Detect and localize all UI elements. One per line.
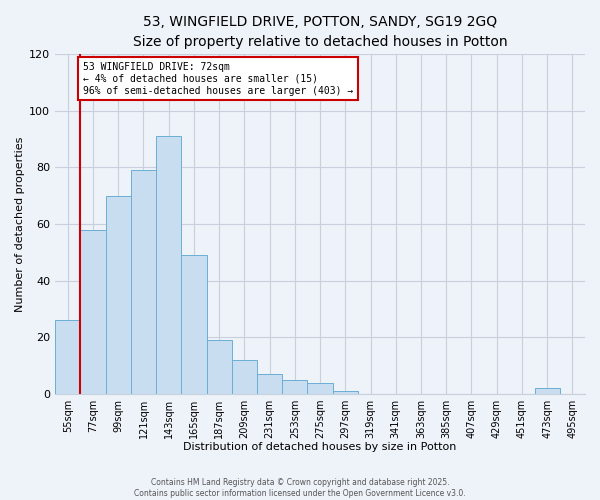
Bar bbox=[106, 196, 131, 394]
Bar bbox=[307, 382, 332, 394]
Title: 53, WINGFIELD DRIVE, POTTON, SANDY, SG19 2GQ
Size of property relative to detach: 53, WINGFIELD DRIVE, POTTON, SANDY, SG19… bbox=[133, 15, 508, 48]
X-axis label: Distribution of detached houses by size in Potton: Distribution of detached houses by size … bbox=[184, 442, 457, 452]
Text: 53 WINGFIELD DRIVE: 72sqm
← 4% of detached houses are smaller (15)
96% of semi-d: 53 WINGFIELD DRIVE: 72sqm ← 4% of detach… bbox=[83, 62, 353, 96]
Bar bbox=[257, 374, 282, 394]
Y-axis label: Number of detached properties: Number of detached properties bbox=[15, 136, 25, 312]
Bar bbox=[80, 230, 106, 394]
Bar bbox=[55, 320, 80, 394]
Bar bbox=[181, 255, 206, 394]
Bar bbox=[156, 136, 181, 394]
Bar bbox=[206, 340, 232, 394]
Bar bbox=[332, 391, 358, 394]
Bar bbox=[535, 388, 560, 394]
Text: Contains HM Land Registry data © Crown copyright and database right 2025.
Contai: Contains HM Land Registry data © Crown c… bbox=[134, 478, 466, 498]
Bar bbox=[131, 170, 156, 394]
Bar bbox=[282, 380, 307, 394]
Bar bbox=[232, 360, 257, 394]
